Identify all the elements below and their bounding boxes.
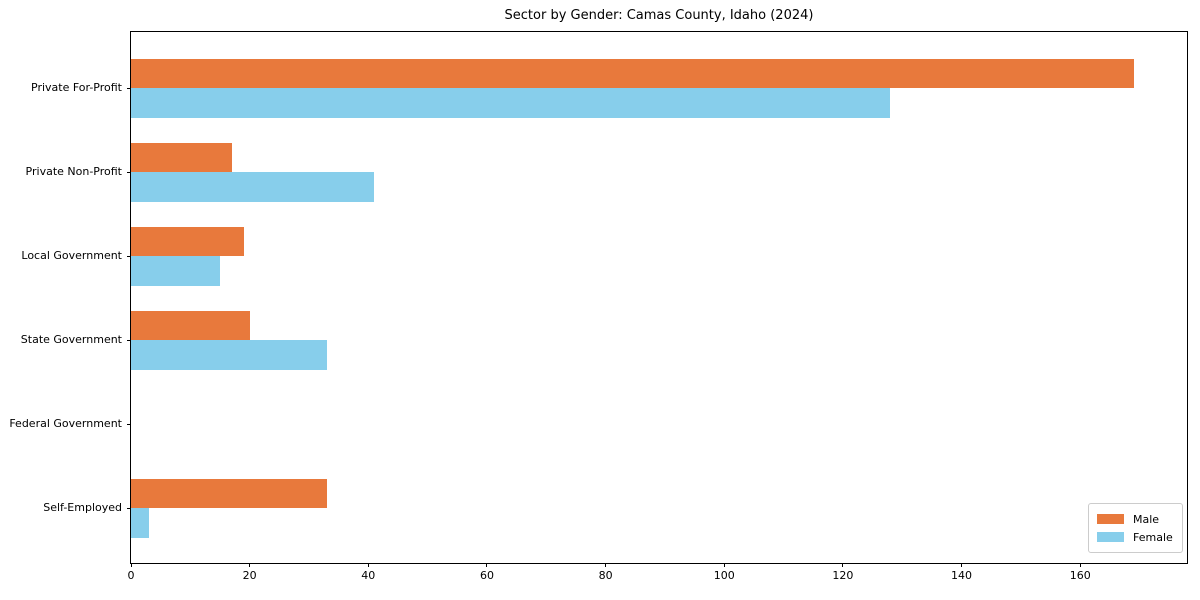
y-axis-label-0: Private For-Profit (31, 81, 122, 94)
y-axis-label-2: Local Government (21, 249, 122, 262)
y-axis-label-5: Self-Employed (43, 501, 122, 514)
x-tick-label-140: 140 (951, 569, 973, 582)
plot-area (130, 31, 1188, 564)
x-tick-100 (723, 563, 725, 567)
legend-swatch-female (1097, 532, 1124, 542)
x-tick-label-20: 20 (242, 569, 257, 582)
bar-male-3 (131, 310, 250, 340)
x-tick-40 (367, 563, 369, 567)
x-tick-label-160: 160 (1069, 569, 1091, 582)
legend-swatch-male (1097, 514, 1124, 524)
x-tick-120 (842, 563, 844, 567)
bar-female-3 (131, 340, 327, 370)
y-tick-0 (127, 87, 131, 89)
bar-female-0 (131, 88, 891, 118)
x-tick-60 (486, 563, 488, 567)
bar-male-2 (131, 226, 244, 256)
y-axis-label-4: Federal Government (9, 417, 122, 430)
y-tick-5 (127, 507, 131, 509)
x-tick-80 (605, 563, 607, 567)
bar-male-5 (131, 478, 327, 508)
x-tick-label-120: 120 (832, 569, 854, 582)
x-tick-label-0: 0 (127, 569, 135, 582)
x-tick-label-40: 40 (361, 569, 376, 582)
bar-male-1 (131, 142, 232, 172)
x-tick-140 (961, 563, 963, 567)
y-tick-4 (127, 423, 131, 425)
y-tick-2 (127, 255, 131, 257)
bar-female-1 (131, 172, 375, 202)
bar-female-2 (131, 256, 220, 286)
x-tick-label-100: 100 (713, 569, 735, 582)
legend-item-male: Male (1097, 513, 1174, 526)
bar-male-0 (131, 58, 1134, 88)
legend-item-female: Female (1097, 531, 1174, 544)
y-axis-label-3: State Government (20, 333, 122, 346)
legend: Male Female (1088, 503, 1183, 553)
legend-label-female: Female (1133, 530, 1173, 544)
x-tick-20 (249, 563, 251, 567)
y-tick-3 (127, 339, 131, 341)
y-tick-1 (127, 171, 131, 173)
chart-title: Sector by Gender: Camas County, Idaho (2… (504, 8, 814, 23)
x-tick-160 (1079, 563, 1081, 567)
y-axis-label-1: Private Non-Profit (25, 165, 122, 178)
x-tick-0 (130, 563, 132, 567)
x-tick-label-60: 60 (479, 569, 494, 582)
legend-label-male: Male (1133, 512, 1160, 526)
bar-female-5 (131, 508, 149, 538)
x-tick-label-80: 80 (598, 569, 613, 582)
